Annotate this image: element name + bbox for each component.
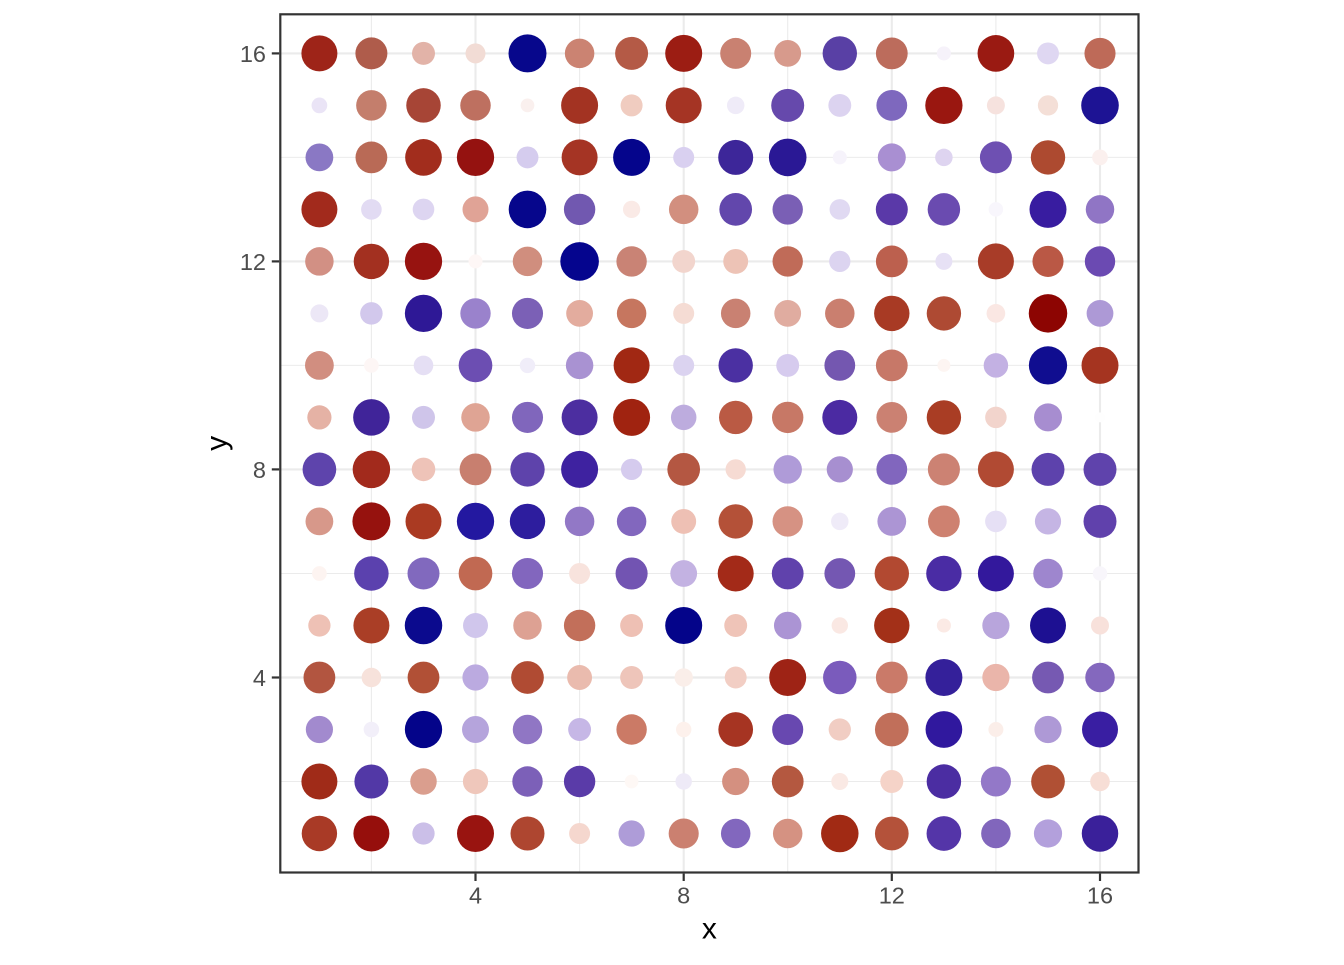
- svg-text:x: x: [702, 913, 717, 946]
- svg-text:4: 4: [469, 883, 482, 909]
- svg-text:8: 8: [253, 457, 266, 483]
- svg-text:12: 12: [240, 249, 266, 275]
- svg-text:16: 16: [1087, 883, 1113, 909]
- svg-text:4: 4: [253, 665, 266, 691]
- svg-text:8: 8: [677, 883, 690, 909]
- svg-text:y: y: [201, 436, 234, 451]
- svg-text:16: 16: [240, 41, 266, 67]
- svg-text:12: 12: [879, 883, 905, 909]
